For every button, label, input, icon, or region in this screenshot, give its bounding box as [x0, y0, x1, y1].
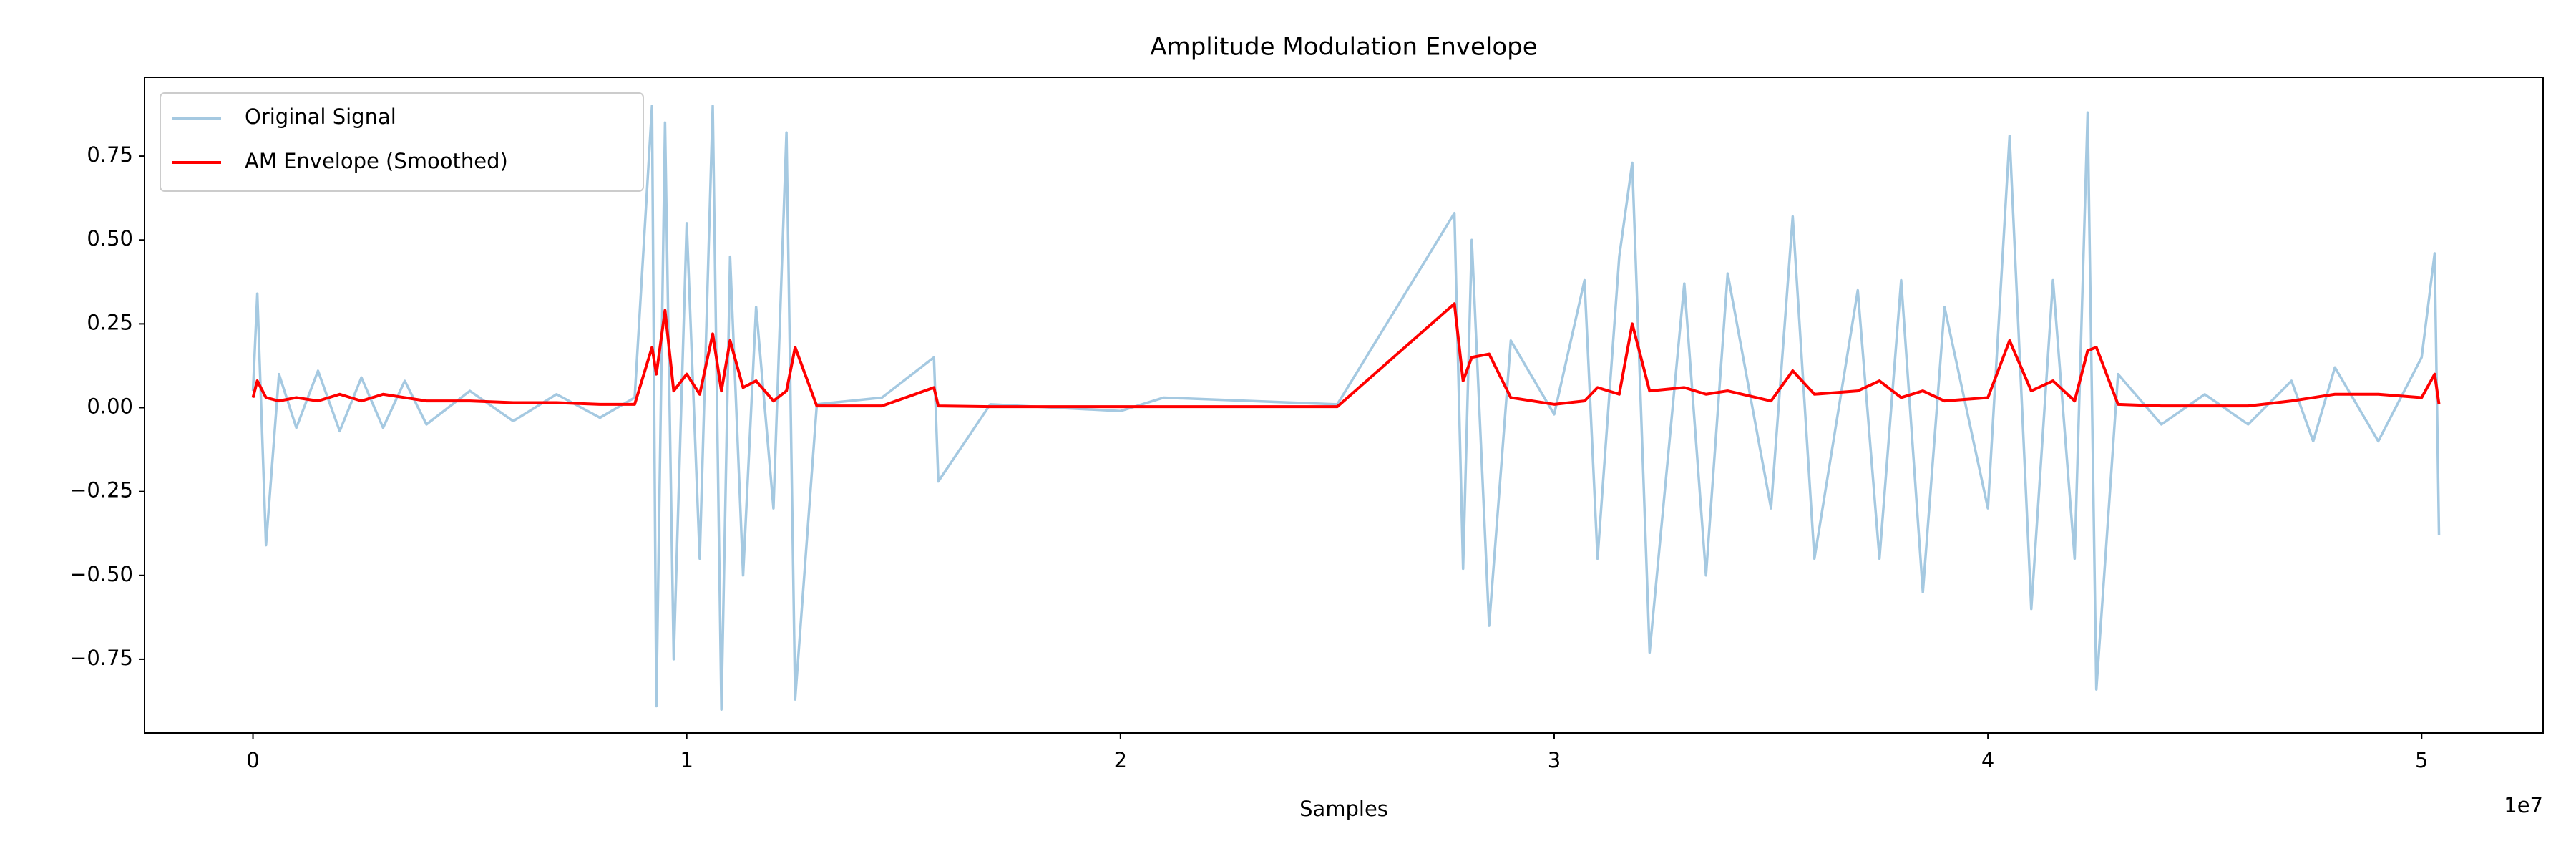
x-axis-label: Samples — [1299, 797, 1388, 821]
y-tick-label: 0.75 — [87, 142, 133, 167]
y-tick-label: −0.50 — [69, 562, 133, 586]
x-tick-label: 4 — [1981, 748, 1994, 772]
legend-label: Original Signal — [245, 105, 396, 129]
chart-title: Amplitude Modulation Envelope — [1150, 33, 1537, 62]
x-tick-label: 3 — [1548, 748, 1561, 772]
legend-label: AM Envelope (Smoothed) — [245, 149, 508, 173]
x-tick-label: 1 — [680, 748, 693, 772]
series-line — [251, 302, 2441, 409]
x-tick-label: 5 — [2415, 748, 2428, 772]
x-offset-label: 1e7 — [2504, 793, 2543, 817]
plot-frame — [144, 77, 2544, 734]
legend-box — [160, 92, 644, 192]
x-tick-label: 2 — [1114, 748, 1127, 772]
y-tick-label: −0.75 — [69, 646, 133, 670]
y-tick-label: 0.50 — [87, 226, 133, 251]
y-tick-label: 0.00 — [87, 394, 133, 419]
x-tick-label: 0 — [246, 748, 259, 772]
y-tick-label: 0.25 — [87, 310, 133, 334]
series-line — [251, 105, 2441, 711]
y-tick-label: −0.25 — [69, 478, 133, 503]
